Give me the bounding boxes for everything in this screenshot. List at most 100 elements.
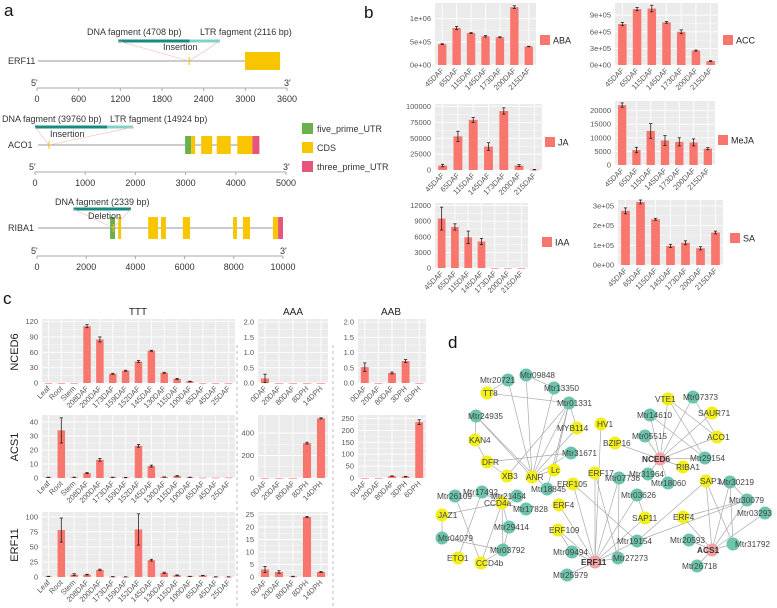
node-jaz1 bbox=[435, 508, 449, 522]
panel-b-label: b bbox=[364, 3, 373, 22]
bar-stem bbox=[70, 383, 78, 384]
bar-173daf bbox=[495, 37, 505, 65]
node-saur71 bbox=[705, 406, 719, 420]
bar-25daf bbox=[224, 477, 233, 479]
bar-145daf bbox=[484, 146, 493, 170]
y-tick-label: 2.0 bbox=[344, 318, 354, 327]
node-mtr26718 bbox=[690, 559, 704, 573]
node-label: Mtr20593 bbox=[670, 535, 705, 545]
node-mtr03626 bbox=[630, 488, 644, 502]
node-label: SAUR71 bbox=[698, 408, 731, 418]
node-label: SAP11 bbox=[632, 513, 658, 523]
node-label: Mtr05515 bbox=[632, 431, 667, 441]
fragment-bar-ltr bbox=[107, 125, 134, 129]
chart-c-erf11-ttt: 0255075100LeafRootStem208DAF200DAF173DAF… bbox=[25, 512, 235, 604]
node-mtr31671 bbox=[564, 446, 578, 460]
three-prime-end-label: 3' bbox=[280, 246, 287, 256]
feature-cds bbox=[237, 136, 253, 154]
node-label: Mtr13350 bbox=[544, 383, 579, 393]
bar-145daf bbox=[660, 140, 670, 165]
node-label: Mtr17492 bbox=[463, 487, 498, 497]
bar-115daf bbox=[466, 33, 476, 65]
bar-45daf bbox=[618, 24, 627, 66]
node-bzip16 bbox=[608, 436, 622, 450]
node-mtr30219 bbox=[723, 475, 737, 489]
bar-215daf bbox=[524, 46, 533, 65]
node-label: Mtr09494 bbox=[553, 547, 588, 557]
y-tick-label: 0.0 bbox=[344, 379, 354, 388]
axis-tick-label: 8000 bbox=[224, 262, 244, 272]
y-tick-label: 100 bbox=[341, 450, 354, 459]
y-tick-label: 200 bbox=[241, 451, 254, 460]
y-tick-label: 3000 bbox=[414, 248, 431, 257]
y-tick-label: 0 bbox=[34, 474, 38, 483]
chart-c-acs1-ttt: 010203040LeafRootStem208DAF200DAF173DAF1… bbox=[30, 415, 235, 505]
bar-208daf bbox=[83, 473, 91, 478]
feature-three-prime-utr bbox=[278, 217, 283, 239]
legend-swatch-cds bbox=[302, 142, 313, 153]
node-mtr26109 bbox=[448, 489, 462, 503]
bar-25daf bbox=[224, 383, 233, 384]
network-edge bbox=[557, 529, 596, 563]
axis-tick-label: 1000 bbox=[75, 178, 95, 188]
panel-a-gene-structures: ERF11 DNA fagment (4708 bp) LTR fagment (2… bbox=[2, 27, 389, 272]
axis-tick-label: 5000 bbox=[276, 178, 296, 188]
node-label: Mtr21454 bbox=[491, 491, 526, 501]
y-tick-label: 5000 bbox=[594, 147, 611, 156]
node-mtr18060 bbox=[661, 476, 675, 490]
axis-tick-label: 4000 bbox=[125, 262, 145, 272]
bar-115daf bbox=[468, 119, 478, 170]
bar-3dph bbox=[401, 476, 410, 478]
network-edge bbox=[553, 402, 570, 471]
column-title-aaa: AAA bbox=[283, 307, 303, 318]
node-label: Mtr19154 bbox=[617, 536, 652, 546]
event-connector bbox=[48, 126, 134, 146]
bar-65daf bbox=[452, 27, 461, 65]
network-edge bbox=[594, 423, 602, 563]
node-erf105 bbox=[566, 477, 580, 491]
node-label: ERF4 bbox=[553, 500, 575, 510]
chart-b-ja: 025000500007500010000045DAF65DAF115DAF14… bbox=[406, 102, 569, 197]
node-label: Mtr18845 bbox=[531, 484, 566, 494]
network-edge bbox=[667, 398, 706, 459]
axis-tick-label: 2400 bbox=[194, 94, 214, 104]
node-mtr09848 bbox=[519, 368, 533, 382]
node-mtr03293 bbox=[758, 506, 772, 520]
bar-130daf bbox=[160, 372, 168, 383]
bar-200daf bbox=[96, 339, 104, 383]
network-edge bbox=[441, 537, 504, 551]
y-tick-label: 60 bbox=[30, 348, 38, 357]
node-vte1 bbox=[661, 392, 675, 406]
y-tick-label: 15000 bbox=[590, 120, 611, 129]
node-mtr24935 bbox=[469, 409, 483, 423]
node-mtr13350 bbox=[547, 381, 561, 395]
node-ccd4a bbox=[495, 496, 509, 510]
node-label: Mtr07736 bbox=[605, 473, 640, 483]
five-prime-end-label: 5' bbox=[31, 246, 38, 256]
node-label: MYB114 bbox=[557, 423, 589, 433]
y-tick-label: 0 bbox=[607, 161, 611, 170]
node-kan4 bbox=[468, 433, 482, 447]
bar-14dph bbox=[316, 572, 326, 577]
bar-115daf bbox=[173, 475, 181, 478]
bar-215daf bbox=[517, 268, 526, 269]
legend-swatch-five-prime-utr bbox=[302, 123, 313, 134]
chart-b-iaa: 03000600090001200045DAF65DAF115DAF145DAF… bbox=[410, 201, 569, 295]
event-connector bbox=[34, 126, 50, 146]
node-label: ERF17 bbox=[588, 468, 614, 478]
node-riba1 bbox=[676, 460, 690, 474]
five-prime-end-label: 5' bbox=[31, 78, 38, 88]
fragment-label-ltr: LTR fagment (14924 bp) bbox=[110, 114, 207, 124]
network-edge bbox=[705, 480, 713, 551]
network-edge bbox=[531, 427, 578, 478]
bar-6dph bbox=[415, 383, 424, 384]
network-edge bbox=[531, 402, 570, 478]
node-label: TT8 bbox=[483, 388, 498, 398]
bar-65daf bbox=[453, 136, 463, 170]
network-edge bbox=[594, 517, 646, 563]
node-label: Mtr27273 bbox=[613, 553, 648, 563]
axis-tick-label: 0 bbox=[34, 262, 39, 272]
bar-80daf bbox=[288, 383, 298, 384]
fragment-bar-ltr bbox=[189, 39, 220, 43]
